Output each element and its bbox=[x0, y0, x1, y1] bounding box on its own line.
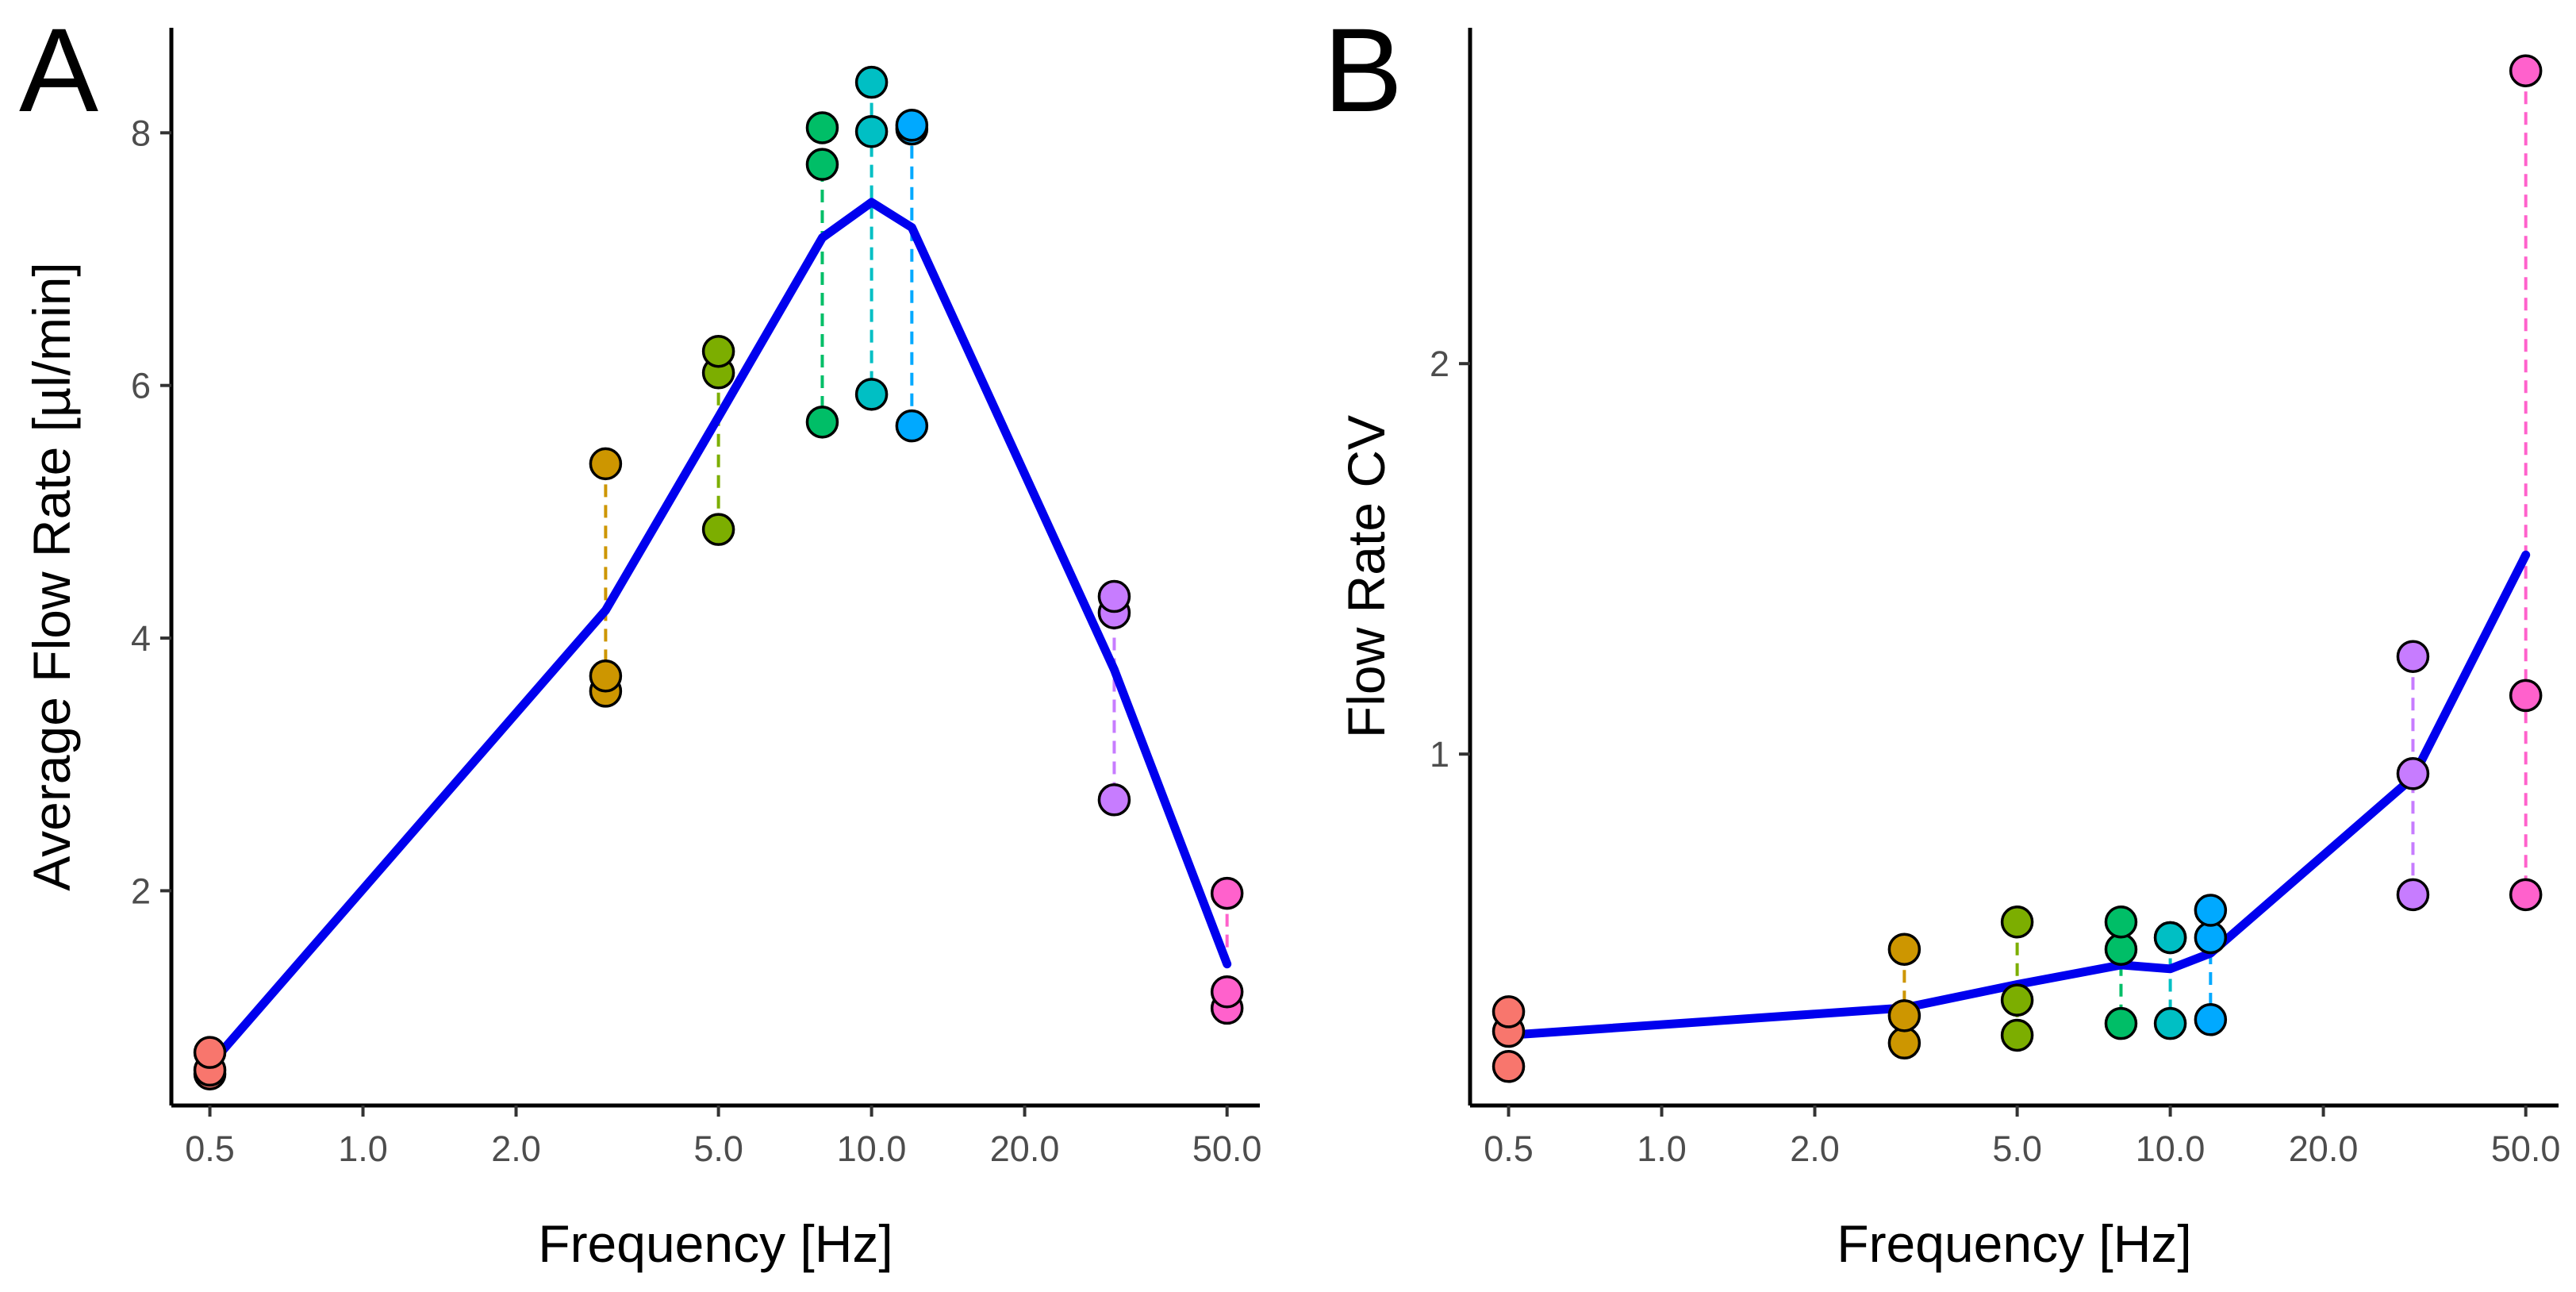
data-point bbox=[589, 447, 623, 481]
data-point bbox=[854, 114, 889, 148]
panel-letter: B bbox=[1323, 3, 1403, 137]
data-point bbox=[895, 109, 929, 142]
data-point bbox=[1887, 1026, 1921, 1060]
data-point bbox=[1210, 876, 1244, 910]
data-point bbox=[805, 406, 839, 439]
data-point bbox=[854, 378, 889, 411]
data-point bbox=[2000, 1018, 2034, 1052]
x-tick-label: 10.0 bbox=[2136, 1129, 2206, 1169]
data-point bbox=[1491, 1050, 1526, 1083]
x-tick-label: 20.0 bbox=[2289, 1129, 2359, 1169]
x-tick-label: 50.0 bbox=[1192, 1129, 1262, 1169]
x-axis-title: Frequency [Hz] bbox=[1837, 1214, 2192, 1273]
y-tick-label: 2 bbox=[1430, 344, 1449, 384]
data-point bbox=[2153, 921, 2187, 955]
x-tick-label: 10.0 bbox=[837, 1129, 907, 1169]
data-point bbox=[1491, 995, 1526, 1029]
data-point bbox=[2509, 54, 2543, 87]
data-point bbox=[2194, 921, 2228, 955]
data-point bbox=[2396, 640, 2430, 673]
y-tick-label: 1 bbox=[1430, 734, 1449, 775]
data-point bbox=[1210, 975, 1244, 1009]
x-tick-label: 5.0 bbox=[1992, 1129, 2042, 1169]
data-point bbox=[2194, 894, 2228, 927]
x-tick-label: 1.0 bbox=[338, 1129, 388, 1169]
data-point bbox=[2000, 983, 2034, 1017]
x-tick-label: 50.0 bbox=[2491, 1129, 2561, 1169]
mean-line bbox=[1504, 550, 2531, 1040]
data-point bbox=[2104, 906, 2138, 939]
data-point bbox=[2104, 932, 2138, 966]
data-point bbox=[2104, 1006, 2138, 1040]
x-tick-label: 2.0 bbox=[491, 1129, 541, 1169]
data-point bbox=[805, 148, 839, 181]
data-point bbox=[701, 513, 735, 546]
x-tick-label: 1.0 bbox=[1637, 1129, 1687, 1169]
x-tick-label: 5.0 bbox=[693, 1129, 743, 1169]
panel-b: 0.5 1.0 2.0 5.0 10.0 20.0 50.0 1 2 Frequency [Hz]… bbox=[1323, 3, 2560, 1273]
data-point bbox=[2509, 878, 2543, 912]
data-point bbox=[1097, 579, 1131, 613]
x-tick-label: 2.0 bbox=[1790, 1129, 1840, 1169]
y-tick-label: 2 bbox=[131, 871, 151, 911]
y-tick-label: 8 bbox=[131, 113, 151, 153]
data-point bbox=[2153, 1006, 2187, 1040]
data-point bbox=[805, 111, 839, 144]
data-point bbox=[589, 659, 623, 693]
data-point bbox=[895, 409, 929, 443]
data-point bbox=[2396, 878, 2430, 912]
data-point bbox=[701, 334, 735, 368]
data-point bbox=[1887, 999, 1921, 1032]
x-tick-label: 20.0 bbox=[990, 1129, 1060, 1169]
panel-a: 0.5 1.0 2.0 5.0 10.0 20.0 50.0 2 4 6 8 Frequency [H… bbox=[19, 3, 1261, 1273]
y-axis-title: Flow Rate CV bbox=[1337, 415, 1395, 738]
y-axis-title: Average Flow Rate [µl/min] bbox=[22, 262, 81, 890]
data-point bbox=[1887, 932, 1921, 966]
x-tick-label: 0.5 bbox=[185, 1129, 235, 1169]
x-tick-label: 0.5 bbox=[1484, 1129, 1534, 1169]
y-tick-label: 6 bbox=[131, 366, 151, 406]
y-tick-label: 4 bbox=[131, 618, 151, 659]
data-point bbox=[2509, 679, 2543, 713]
panel-letter: A bbox=[19, 3, 98, 137]
data-point bbox=[193, 1036, 227, 1069]
data-point bbox=[1097, 783, 1131, 817]
mean-line bbox=[205, 198, 1232, 1070]
data-point bbox=[2396, 757, 2430, 790]
data-point bbox=[854, 65, 889, 99]
data-point bbox=[2000, 906, 2034, 939]
x-axis-title: Frequency [Hz] bbox=[538, 1214, 893, 1273]
data-point bbox=[2194, 1003, 2228, 1036]
